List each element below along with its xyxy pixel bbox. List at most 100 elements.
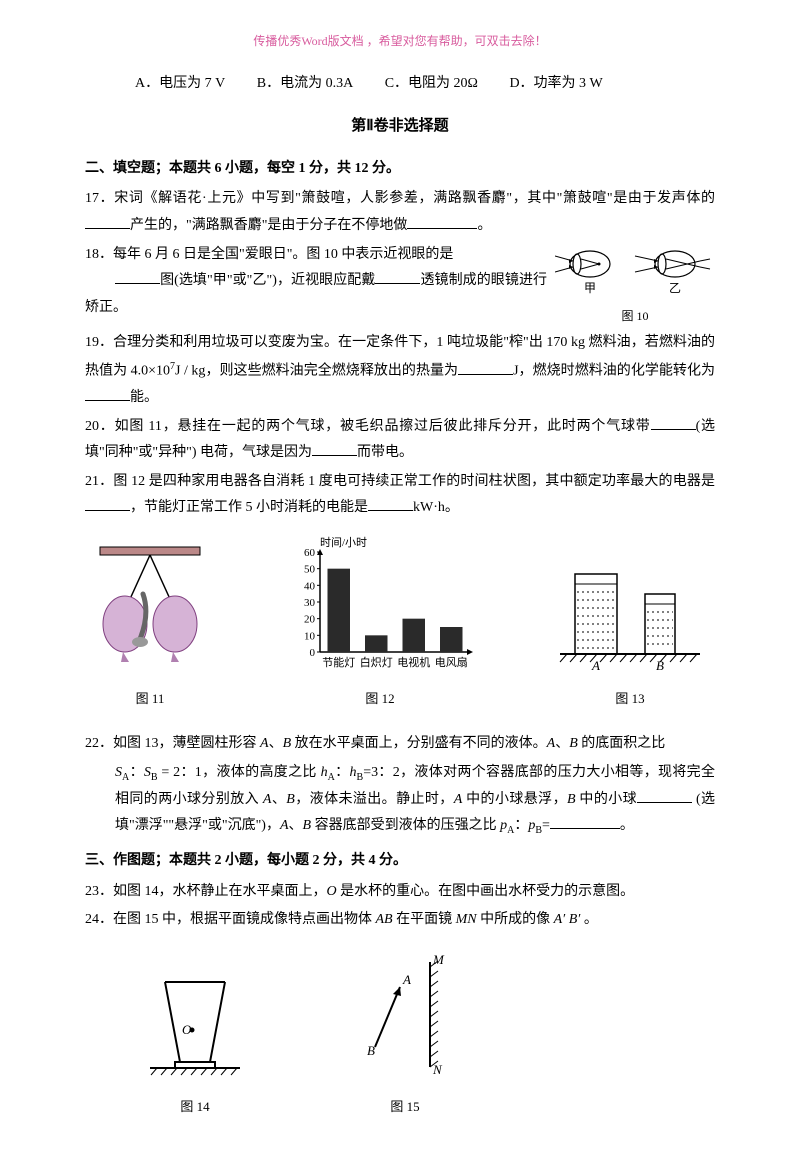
q20-blank2 (312, 441, 357, 456)
q22-B3: B (286, 792, 295, 807)
q24-MN: MN (456, 912, 477, 927)
q22-t1b: 放在水平桌面上，分别盛有不同的液体。 (291, 736, 547, 751)
q19-t1b: J / kg，则这些燃料油完全燃烧释放出的热量为 (175, 364, 458, 379)
q22-t3: ，液体未溢出。静止时， (295, 792, 454, 807)
header-hint: 传播优秀Word版文档 ，希望对您有帮助，可双击去除！ (85, 30, 715, 53)
q17-blank1 (85, 214, 130, 229)
mirror-icon: A B M N (345, 952, 465, 1082)
q24-AB: AB (376, 912, 393, 927)
q22-A4: A (454, 792, 463, 807)
q22-line2: SA：SB = 2：1，液体的高度之比 hA：hB=3：2，液体对两个容器底部的… (85, 760, 715, 840)
svg-text:40: 40 (304, 580, 316, 592)
q16-options: A．电压为 7 V B．电流为 0.3A C．电阻为 20Ω D．功率为 3 W (85, 71, 715, 98)
fig13-caption: 图 13 (555, 687, 705, 712)
svg-text:节能灯: 节能灯 (322, 655, 355, 669)
option-d: D．功率为 3 W (509, 76, 602, 91)
q24-t4: 。 (580, 912, 598, 927)
fig11-caption: 图 11 (95, 687, 205, 712)
fig14-caption: 图 14 (145, 1095, 245, 1120)
q19-num: 19． (85, 335, 113, 350)
svg-text:M: M (432, 952, 445, 967)
svg-text:N: N (432, 1062, 443, 1077)
q17-num: 17． (85, 191, 114, 206)
figures-row-1: 图 11 时间/小时0102030405060节能灯白炽灯电视机电风扇 图 12 (85, 534, 715, 711)
q20-t3: 而带电。 (357, 445, 413, 460)
q22-h2: h (350, 765, 357, 780)
q22-t1c: 的底面积之比 (578, 736, 666, 751)
fig10: 甲 乙 图 10 (555, 242, 715, 329)
svg-text:A: A (402, 972, 411, 987)
q22-t1: 如图 13，薄壁圆柱形容 (113, 736, 260, 751)
q24-t2: 在平面镜 (393, 912, 456, 927)
svg-text:60: 60 (304, 547, 316, 559)
q21: 21．图 12 是四种家用电器各自消耗 1 度电可持续正常工作的时间柱状图，其中… (85, 469, 715, 522)
q17-blank2 (407, 214, 477, 229)
q20-t1: 如图 11，悬挂在一起的两个气球，被毛织品擦过后彼此排斥分开，此时两个气球带 (115, 419, 651, 434)
q18-blank1 (115, 269, 160, 284)
eye-diagram-icon: 甲 乙 (555, 242, 715, 300)
q19-blank1 (458, 360, 513, 375)
q22-d1: 、 (269, 736, 283, 751)
q22-hA: A (328, 772, 335, 783)
q18-blank2 (375, 269, 420, 284)
q22-h1: h (321, 765, 328, 780)
svg-text:电视机: 电视机 (397, 655, 430, 669)
q21-blank2 (368, 496, 413, 511)
q22-c3: ： (514, 818, 528, 833)
q19-t2: J，燃烧时燃料油的化学能转化为 (513, 364, 715, 379)
svg-text:电风扇: 电风扇 (435, 655, 468, 669)
q17-t2: 产生的，"满路飘香麝"是由于分子在不停地做 (130, 218, 407, 233)
balloons-icon (95, 544, 205, 674)
svg-text:0: 0 (310, 647, 316, 659)
q22-blank2 (550, 814, 620, 829)
q22-num: 22． (85, 736, 113, 751)
q19: 19．合理分类和利用垃圾可以变废为宝。在一定条件下，1 吨垃圾能"榨"出 170… (85, 330, 715, 411)
containers-icon: A B (555, 554, 705, 674)
option-b: B．电流为 0.3A (257, 76, 353, 91)
q22-S2: S (144, 765, 151, 780)
figures-row-2: O 图 14 A B M N (85, 952, 715, 1119)
q21-t3: kW·h。 (413, 500, 459, 515)
q21-num: 21． (85, 474, 113, 489)
fig10-caption: 图 10 (555, 305, 715, 328)
svg-text:乙: 乙 (669, 281, 681, 295)
q22-B4: B (567, 792, 576, 807)
svg-text:30: 30 (304, 597, 316, 609)
q22-d2: 、 (555, 736, 569, 751)
option-c: C．电阻为 20Ω (385, 76, 478, 91)
q22-subB: B (151, 772, 158, 783)
fig15: A B M N 图 15 (345, 952, 465, 1119)
q20: 20．如图 11，悬挂在一起的两个气球，被毛织品擦过后彼此排斥分开，此时两个气球… (85, 414, 715, 467)
q23-O: O (327, 884, 337, 899)
q23-t: 如图 14，水杯静止在水平桌面上， (113, 884, 327, 899)
svg-text:20: 20 (304, 614, 316, 626)
svg-text:B: B (656, 658, 664, 673)
q17-t1: 宋词《解语花·上元》中写到"箫鼓喧，人影参差，满路飘香麝"，其中"箫鼓喧"是由于… (114, 191, 715, 206)
section2-header: 二、填空题；本题共 6 小题，每空 1 分，共 12 分。 (85, 156, 715, 183)
q24-ApBp: A′ B′ (554, 912, 581, 927)
q18-num: 18． (85, 247, 113, 262)
q20-num: 20． (85, 419, 115, 434)
q21-t2: ，节能灯正常工作 5 小时消耗的电能是 (130, 500, 368, 515)
option-a: A．电压为 7 V (135, 76, 225, 91)
q22-period: 。 (620, 818, 634, 833)
fig14: O 图 14 (145, 972, 245, 1119)
svg-text:10: 10 (304, 630, 316, 642)
q22-B: B (283, 736, 292, 751)
fig12: 时间/小时0102030405060节能灯白炽灯电视机电风扇 图 12 (285, 534, 475, 711)
q24-num: 24． (85, 912, 113, 927)
svg-text:O: O (182, 1022, 192, 1037)
fig15-caption: 图 15 (345, 1095, 465, 1120)
q19-blank2 (85, 386, 130, 401)
fig11: 图 11 (95, 544, 205, 711)
svg-text:白炽灯: 白炽灯 (360, 655, 393, 669)
q22-c1: ： (129, 765, 144, 780)
q22-eq: = (542, 818, 550, 833)
q21-blank1 (85, 496, 130, 511)
q17: 17．宋词《解语花·上元》中写到"箫鼓喧，人影参差，满路飘香麝"，其中"箫鼓喧"… (85, 186, 715, 239)
q23: 23．如图 14，水杯静止在水平桌面上，O 是水杯的重心。在图中画出水杯受力的示… (85, 879, 715, 906)
page: 传播优秀Word版文档 ，希望对您有帮助，可双击去除！ A．电压为 7 V B．… (0, 0, 800, 1159)
q22: 22．如图 13，薄壁圆柱形容 A、B 放在水平桌面上，分别盛有不同的液体。A、… (85, 731, 715, 758)
q22-B5: B (303, 818, 312, 833)
q22-S1: S (115, 765, 122, 780)
